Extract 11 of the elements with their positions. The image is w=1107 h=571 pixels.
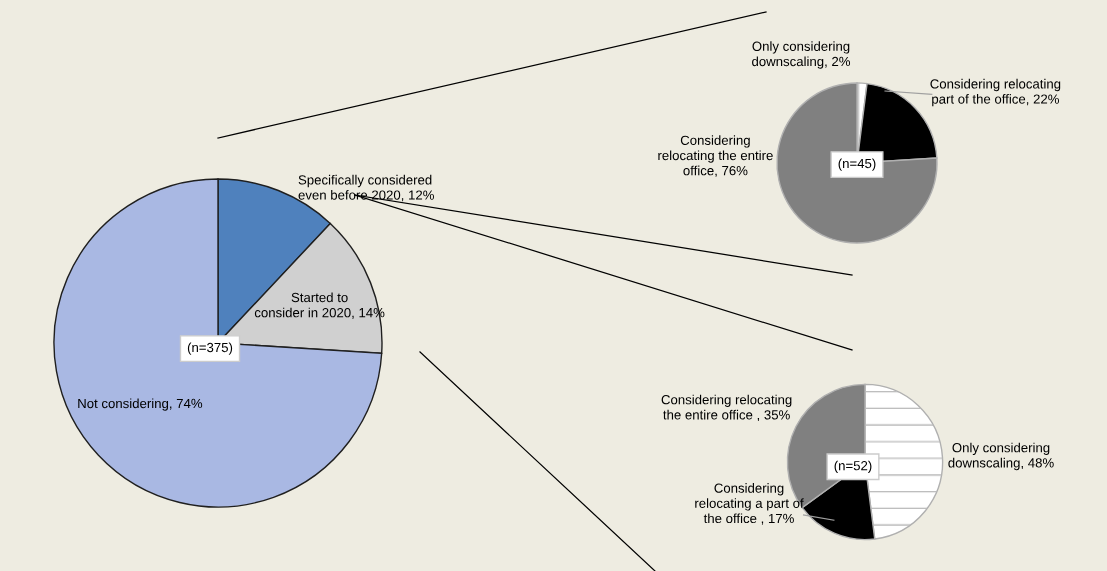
- text: (n=375): [187, 342, 233, 355]
- slice-label: Only considering downscaling, 2%: [752, 41, 851, 69]
- slice-label: Considering relocating the entire office, 76%: [658, 135, 773, 177]
- text: (n=52): [834, 460, 872, 473]
- slice-label: Considering relocating part of the office, 22%: [930, 78, 1061, 107]
- text: (n=45): [838, 158, 876, 171]
- slice-label: Considering relocating a part of the office , 17%: [695, 483, 804, 525]
- slice-label: Specifically considered even before 2020, 12%: [298, 174, 434, 202]
- slice-label: Not considering, 74%: [78, 398, 203, 411]
- slice-label: Considering relocating the entire office , 35%: [661, 394, 792, 422]
- slice-label: Only considering downscaling, 48%: [948, 442, 1054, 471]
